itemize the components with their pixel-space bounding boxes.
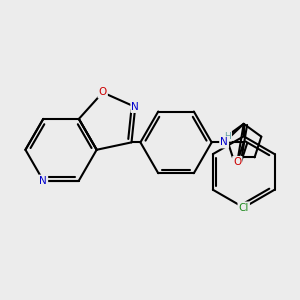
Text: N: N bbox=[220, 137, 228, 147]
Text: N: N bbox=[39, 176, 47, 186]
Text: Cl: Cl bbox=[238, 202, 249, 212]
Text: H: H bbox=[224, 132, 231, 141]
Text: O: O bbox=[99, 88, 107, 98]
Text: N: N bbox=[131, 102, 139, 112]
Text: O: O bbox=[233, 157, 242, 167]
